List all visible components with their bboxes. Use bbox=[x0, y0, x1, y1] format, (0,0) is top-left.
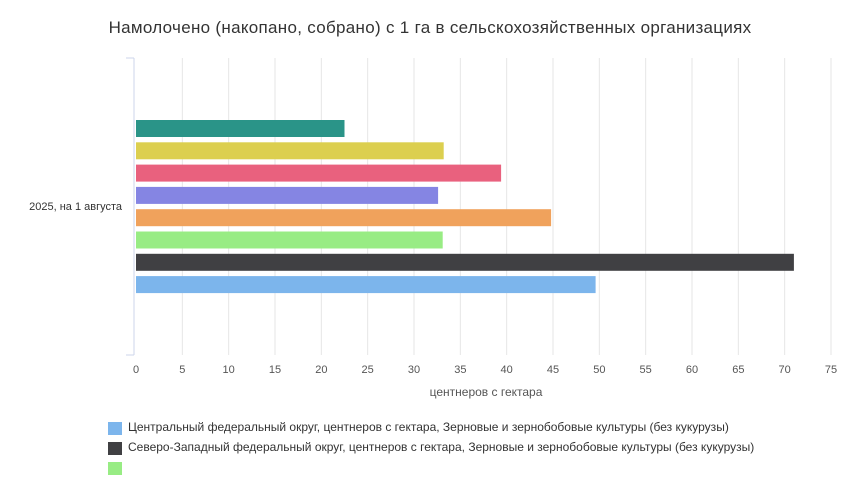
x-tick-label: 40 bbox=[501, 364, 513, 376]
x-tick-label: 45 bbox=[547, 364, 559, 376]
x-tick-label: 5 bbox=[179, 364, 185, 376]
bar[interactable] bbox=[136, 209, 552, 227]
bar[interactable] bbox=[136, 120, 345, 137]
bar[interactable] bbox=[136, 253, 794, 271]
x-tick-label: 50 bbox=[593, 364, 605, 376]
x-tick-label: 65 bbox=[732, 364, 744, 376]
legend-item-northwest[interactable]: Северо-Западный федеральный округ, центн… bbox=[108, 440, 758, 455]
legend: Центральный федеральный округ, центнеров… bbox=[108, 420, 758, 484]
category-label: 2025, на 1 августа bbox=[29, 201, 123, 213]
x-tick-label: 0 bbox=[133, 364, 139, 376]
x-tick-label: 10 bbox=[223, 364, 235, 376]
x-tick-label: 30 bbox=[408, 364, 420, 376]
legend-item-central[interactable]: Центральный федеральный округ, центнеров… bbox=[108, 420, 758, 435]
x-tick-label: 20 bbox=[315, 364, 327, 376]
bar[interactable] bbox=[136, 142, 444, 160]
x-tick-label: 75 bbox=[825, 364, 837, 376]
x-tick-label: 15 bbox=[269, 364, 281, 376]
x-axis-title: центнеров с гектара bbox=[430, 385, 543, 399]
x-tick-label: 60 bbox=[686, 364, 698, 376]
bar[interactable] bbox=[136, 276, 596, 294]
legend-swatch-northwest bbox=[108, 442, 122, 455]
chart-title: Намолочено (накопано, собрано) с 1 га в … bbox=[109, 18, 752, 37]
x-axis-ticks: 0 5 10 15 20 25 30 35 40 45 50 55 60 65 70 75 bbox=[133, 364, 837, 376]
legend-swatch-central bbox=[108, 422, 122, 435]
grid-lines bbox=[181, 58, 832, 355]
legend-swatch-third bbox=[108, 462, 122, 475]
bar[interactable] bbox=[136, 164, 502, 182]
legend-item-third[interactable] bbox=[108, 460, 758, 475]
legend-label-central: Центральный федеральный округ, центнеров… bbox=[128, 420, 729, 434]
legend-label-northwest: Северо-Западный федеральный округ, центн… bbox=[128, 440, 755, 454]
x-tick-label: 70 bbox=[779, 364, 791, 376]
bar[interactable] bbox=[136, 186, 439, 204]
x-tick-label: 35 bbox=[454, 364, 466, 376]
bars bbox=[136, 120, 794, 294]
bar[interactable] bbox=[136, 231, 443, 249]
x-tick-label: 25 bbox=[362, 364, 374, 376]
x-tick-label: 55 bbox=[640, 364, 652, 376]
bar-chart: Намолочено (накопано, собрано) с 1 га в … bbox=[29, 18, 837, 399]
